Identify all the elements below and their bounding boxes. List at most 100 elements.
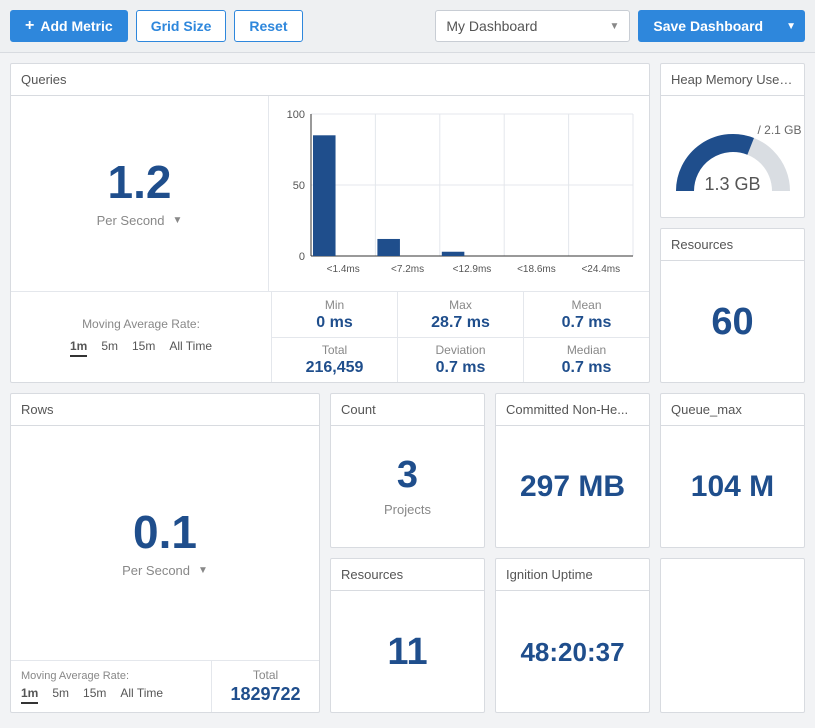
mar-label: Moving Average Rate: <box>82 317 200 331</box>
stat-label: Mean <box>571 298 601 312</box>
svg-text:100: 100 <box>287 109 305 121</box>
histogram-svg: 0 50 100 <1.4ms <7.2ms <12.9ms <18.6ms <24.4ms <box>279 106 639 282</box>
heap-gauge: / 2.1 GB 1.3 GB <box>668 125 798 195</box>
heap-card: Heap Memory Used... / 2.1 GB 1.3 GB <box>660 63 805 218</box>
stat-label: Deviation <box>435 343 485 357</box>
stat-value: 0.7 ms <box>436 359 486 377</box>
uptime-card: Ignition Uptime 48:20:37 <box>495 558 650 713</box>
chevron-down-icon: ▼ <box>609 21 619 32</box>
rows-unit: Per Second <box>122 563 190 578</box>
mar-tab[interactable]: 15m <box>83 686 106 704</box>
mar-tab[interactable]: All Time <box>169 339 212 357</box>
mar-label: Moving Average Rate: <box>21 670 129 682</box>
plus-icon: + <box>25 18 34 34</box>
stat-label: Min <box>325 298 344 312</box>
rows-mar: Moving Average Rate: 1m 5m 15m All Time <box>11 661 211 712</box>
stat-max-dev: Max 28.7 ms Deviation 0.7 ms <box>397 292 523 382</box>
count-sub: Projects <box>384 502 431 517</box>
svg-text:50: 50 <box>293 180 305 192</box>
card-title: Heap Memory Used... <box>661 64 804 96</box>
queue-max-value: 104 M <box>691 472 774 502</box>
queries-top: 1.2 Per Second ▼ 0 50 100 <1.4ms <7.2ms <12.9… <box>11 96 649 292</box>
stat-label: Median <box>567 343 606 357</box>
empty-card <box>660 558 805 713</box>
card-title: Ignition Uptime <box>496 559 649 591</box>
queries-value: 1.2 <box>108 159 172 205</box>
mar-tab[interactable]: 15m <box>132 339 155 357</box>
queries-histogram: 0 50 100 <1.4ms <7.2ms <12.9ms <18.6ms <24.4ms <box>269 96 649 291</box>
mar-tab[interactable]: All Time <box>120 686 163 704</box>
save-dashboard-dropdown[interactable]: ▼ <box>778 10 805 42</box>
grid-size-label: Grid Size <box>151 18 212 34</box>
committed-card: Committed Non-He... 297 MB <box>495 393 650 548</box>
uptime-value: 48:20:37 <box>520 639 624 665</box>
card-title: Queue_max <box>661 394 804 426</box>
rows-value: 0.1 <box>133 509 197 555</box>
card-title: Resources <box>661 229 804 261</box>
committed-value: 297 MB <box>520 472 625 502</box>
moving-average-rate: Moving Average Rate: 1m 5m 15m All Time <box>11 292 271 382</box>
card-title: Resources <box>331 559 484 591</box>
stat-label: Total <box>253 668 278 682</box>
save-dashboard-label: Save Dashboard <box>653 18 763 34</box>
heap-body: / 2.1 GB 1.3 GB <box>661 96 804 217</box>
svg-text:<18.6ms: <18.6ms <box>517 264 556 275</box>
stat-label: Total <box>322 343 347 357</box>
rows-unit-select[interactable]: Per Second ▼ <box>122 563 208 578</box>
add-metric-label: Add Metric <box>40 18 112 34</box>
stat-mean-median: Mean 0.7 ms Median 0.7 ms <box>523 292 649 382</box>
dashboard-select[interactable]: My Dashboard ▼ <box>435 10 630 42</box>
mar-tab[interactable]: 5m <box>52 686 69 704</box>
svg-text:<12.9ms: <12.9ms <box>453 264 492 275</box>
count-value: 3 <box>397 456 418 494</box>
chevron-down-icon: ▼ <box>198 565 208 576</box>
heap-value: 1.3 GB <box>668 174 798 195</box>
stat-value: 0 ms <box>316 314 352 332</box>
card-title: Rows <box>11 394 319 426</box>
card-title: Committed Non-He... <box>496 394 649 426</box>
toolbar: + Add Metric Grid Size Reset My Dashboar… <box>0 0 815 53</box>
svg-text:<1.4ms: <1.4ms <box>327 264 360 275</box>
rows-footer: Moving Average Rate: 1m 5m 15m All Time Tot… <box>11 660 319 712</box>
reset-label: Reset <box>249 18 287 34</box>
grid-size-button[interactable]: Grid Size <box>136 10 227 42</box>
reset-button[interactable]: Reset <box>234 10 302 42</box>
resources-top-value: 60 <box>711 303 753 341</box>
rows-total: Total 1829722 <box>211 661 319 712</box>
stat-value: 216,459 <box>306 359 364 377</box>
stat-value: 0.7 ms <box>562 359 612 377</box>
mar-tab[interactable]: 5m <box>101 339 118 357</box>
svg-text:0: 0 <box>299 251 305 263</box>
rows-card: Rows 0.1 Per Second ▼ Moving Average Rat… <box>10 393 320 713</box>
queue-max-card: Queue_max 104 M <box>660 393 805 548</box>
svg-text:<24.4ms: <24.4ms <box>581 264 620 275</box>
mar-tabs: 1m 5m 15m All Time <box>70 339 212 357</box>
mar-tab[interactable]: 1m <box>70 339 87 357</box>
save-dashboard-button[interactable]: Save Dashboard <box>638 10 778 42</box>
queries-unit-select[interactable]: Per Second ▼ <box>97 213 183 228</box>
mar-tab[interactable]: 1m <box>21 686 38 704</box>
svg-text:<7.2ms: <7.2ms <box>391 264 424 275</box>
card-title: Queries <box>11 64 649 96</box>
chevron-down-icon: ▼ <box>173 215 183 226</box>
dashboard-grid: Queries 1.2 Per Second ▼ 050100<1.4ms<7.… <box>0 53 815 73</box>
dashboard-select-value: My Dashboard <box>446 18 537 34</box>
stat-min-total: Min 0 ms Total 216,459 <box>271 292 397 382</box>
queries-card: Queries 1.2 Per Second ▼ 0 50 100 <1.4ms <7.… <box>10 63 650 383</box>
stat-value: 1829722 <box>230 684 300 705</box>
stat-value: 0.7 ms <box>562 314 612 332</box>
queries-stats: Moving Average Rate: 1m 5m 15m All Time Min… <box>11 292 649 382</box>
card-title: Count <box>331 394 484 426</box>
resources-bottom-value: 11 <box>387 633 427 671</box>
add-metric-button[interactable]: + Add Metric <box>10 10 128 42</box>
resources-top-card: Resources 60 <box>660 228 805 383</box>
stat-label: Max <box>449 298 472 312</box>
queries-unit: Per Second <box>97 213 165 228</box>
chevron-down-icon: ▼ <box>786 21 796 32</box>
queries-summary: 1.2 Per Second ▼ <box>11 96 269 291</box>
resources-bottom-card: Resources 11 <box>330 558 485 713</box>
stat-value: 28.7 ms <box>431 314 490 332</box>
save-dashboard-group: Save Dashboard ▼ <box>638 10 805 42</box>
count-card: Count 3 Projects <box>330 393 485 548</box>
mar-tabs: 1m 5m 15m All Time <box>21 686 163 704</box>
